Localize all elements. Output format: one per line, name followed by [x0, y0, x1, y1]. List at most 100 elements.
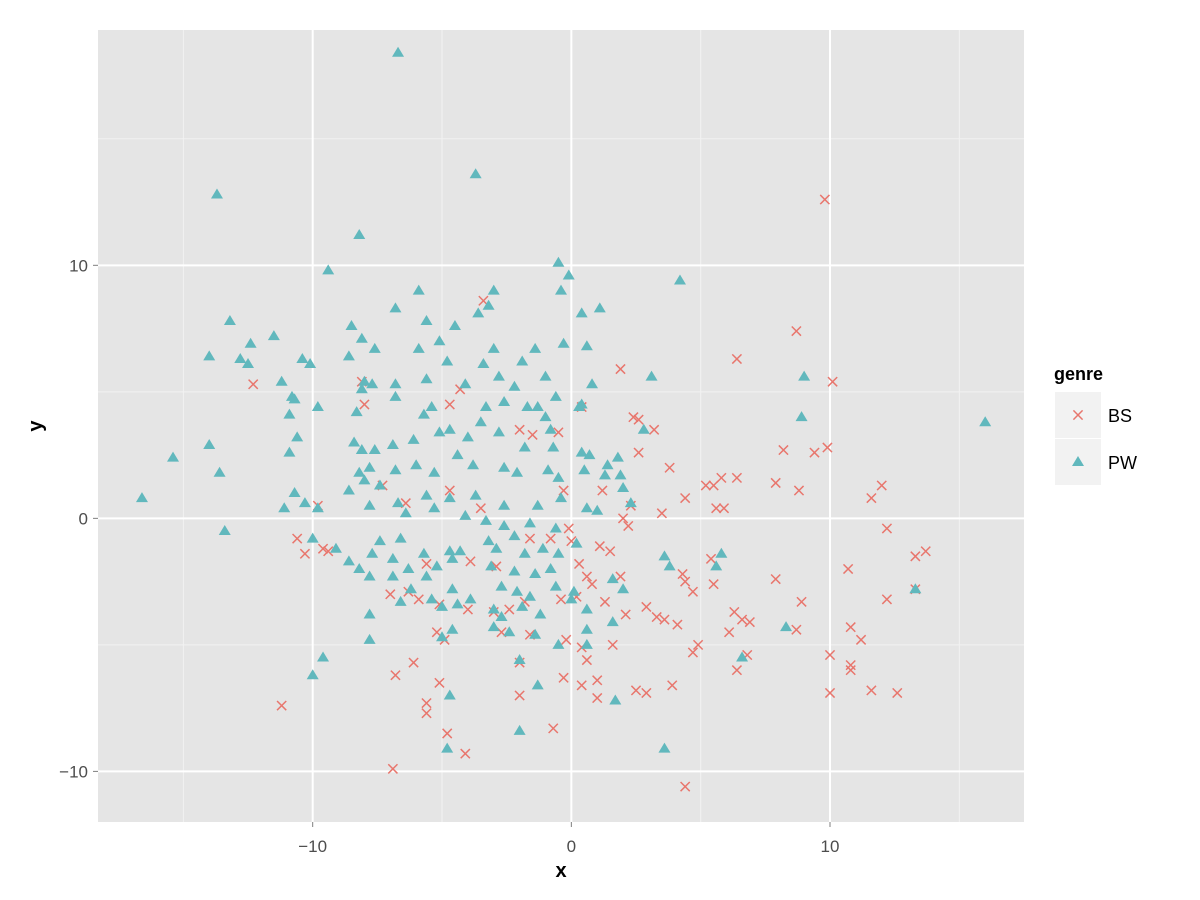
- point-pw: [508, 380, 521, 391]
- point-pw: [583, 449, 596, 460]
- marker-stroke: [465, 556, 476, 567]
- point-pw: [658, 742, 671, 753]
- point-pw: [363, 461, 376, 472]
- point-pw: [780, 621, 793, 632]
- point-pw: [386, 570, 399, 581]
- point-bs: [413, 594, 424, 605]
- point-pw: [490, 542, 503, 553]
- point-pw: [557, 337, 570, 348]
- marker-stroke: [824, 649, 836, 661]
- point-bs: [620, 609, 631, 620]
- point-bs: [692, 639, 704, 651]
- point-pw: [567, 585, 580, 596]
- point-pw: [570, 537, 583, 548]
- marker-stroke: [819, 194, 830, 205]
- point-pw: [446, 583, 459, 594]
- point-pw: [795, 411, 808, 422]
- x-tick-label: 10: [821, 837, 840, 856]
- point-bs: [664, 462, 675, 473]
- y-tick-label: −10: [59, 762, 88, 781]
- marker-stroke: [615, 571, 626, 582]
- point-pw: [443, 423, 456, 434]
- point-bs: [641, 601, 652, 613]
- point-pw: [482, 299, 495, 310]
- point-pw: [203, 438, 216, 449]
- point-pw: [210, 188, 223, 199]
- point-pw: [322, 264, 335, 275]
- legend-label-bs: BS: [1108, 406, 1132, 426]
- legend-items: BS PW: [1055, 392, 1137, 485]
- point-pw: [306, 532, 319, 543]
- marker-stroke: [475, 503, 486, 514]
- point-pw: [549, 580, 562, 591]
- point-bs: [615, 571, 626, 582]
- point-bs: [421, 708, 432, 719]
- point-bs: [299, 548, 311, 559]
- marker-stroke: [594, 541, 605, 552]
- point-pw: [291, 431, 304, 442]
- marker-stroke: [793, 485, 805, 496]
- point-bs: [617, 513, 629, 524]
- point-bs: [687, 647, 699, 658]
- point-bs: [842, 563, 854, 575]
- point-pw: [609, 694, 622, 705]
- point-pw: [606, 573, 619, 584]
- point-bs: [845, 659, 856, 671]
- point-bs: [680, 492, 691, 504]
- point-pw: [412, 342, 425, 353]
- point-bs: [599, 596, 611, 607]
- marker-stroke: [809, 447, 820, 458]
- point-pw: [436, 600, 449, 611]
- point-pw: [386, 552, 399, 563]
- point-bs: [586, 579, 598, 590]
- marker-stroke: [827, 376, 838, 387]
- point-bs: [677, 568, 688, 580]
- marker-stroke: [524, 629, 536, 640]
- point-bs: [680, 781, 691, 792]
- point-pw: [298, 497, 311, 508]
- point-pw: [736, 651, 749, 662]
- marker-stroke: [791, 624, 802, 635]
- x-tick-label: 0: [567, 837, 576, 856]
- point-bs: [434, 677, 445, 688]
- point-bs: [475, 503, 486, 514]
- point-pw: [441, 742, 454, 753]
- point-pw: [454, 545, 467, 556]
- point-pw: [433, 335, 446, 346]
- point-pw: [373, 479, 386, 490]
- point-pw: [389, 390, 402, 401]
- marker-stroke: [385, 589, 396, 600]
- point-pw: [565, 593, 578, 604]
- point-bs: [729, 606, 740, 618]
- point-bs: [892, 687, 903, 699]
- point-pw: [601, 459, 614, 470]
- point-bs: [656, 508, 668, 519]
- point-bs: [641, 687, 652, 699]
- point-pw: [358, 375, 371, 386]
- marker-stroke: [387, 763, 399, 774]
- marker-stroke: [881, 523, 893, 534]
- point-pw: [296, 352, 309, 363]
- point-bs: [524, 533, 536, 544]
- point-pw: [710, 560, 723, 571]
- marker-stroke: [731, 665, 743, 676]
- marker-stroke: [323, 546, 334, 557]
- marker-stroke: [667, 680, 678, 691]
- point-pw: [544, 562, 557, 573]
- point-bs: [444, 399, 455, 410]
- point-pw: [529, 342, 542, 353]
- x-tick-label: −10: [298, 837, 327, 856]
- point-pw: [425, 593, 438, 604]
- marker-stroke: [736, 614, 748, 625]
- point-bs: [809, 447, 820, 458]
- point-pw: [544, 423, 557, 434]
- marker-stroke: [623, 520, 634, 532]
- point-bs: [597, 485, 608, 496]
- point-pw: [342, 350, 355, 361]
- point-pw: [368, 444, 381, 455]
- point-pw: [542, 464, 555, 475]
- point-pw: [549, 522, 562, 533]
- marker-stroke: [599, 596, 611, 607]
- point-pw: [353, 562, 366, 573]
- point-pw: [441, 355, 454, 366]
